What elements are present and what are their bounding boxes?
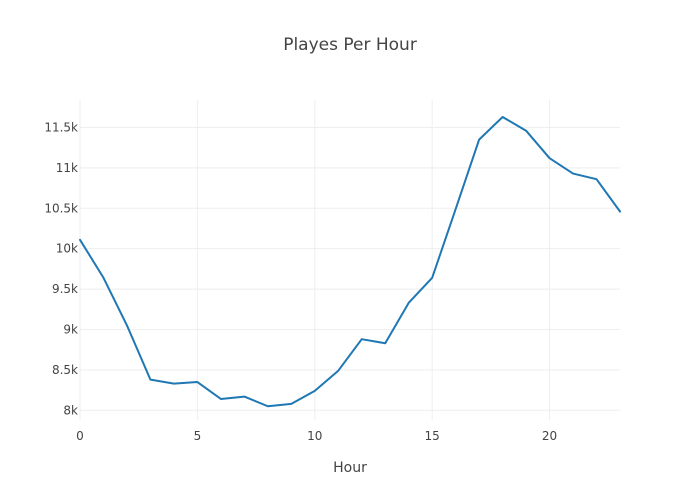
x-axis-ticks: 0 5 10 15 20: [76, 429, 557, 443]
data-point[interactable]: [382, 340, 388, 346]
data-point[interactable]: [335, 368, 341, 374]
data-point[interactable]: [523, 128, 529, 134]
y-tick-label: 10.5k: [44, 201, 78, 215]
series-line: [79, 115, 621, 408]
data-point[interactable]: [594, 176, 600, 182]
y-tick-label: 11k: [56, 161, 78, 175]
data-point[interactable]: [171, 381, 177, 387]
y-tick-label: 9.5k: [52, 282, 78, 296]
data-point[interactable]: [406, 300, 412, 306]
data-point[interactable]: [194, 379, 200, 385]
data-point[interactable]: [147, 377, 153, 383]
x-tick-label: 20: [542, 429, 557, 443]
data-point[interactable]: [453, 206, 459, 212]
x-axis-title: Hour: [333, 460, 367, 476]
y-tick-label: 9k: [63, 322, 78, 336]
data-point[interactable]: [124, 322, 130, 328]
data-point[interactable]: [617, 209, 623, 215]
y-tick-label: 8.5k: [52, 363, 78, 377]
y-axis-ticks: 8k 8.5k 9k 9.5k 10k 10.5k 11k 11.5k: [44, 120, 78, 417]
data-point[interactable]: [359, 336, 365, 342]
data-point[interactable]: [241, 394, 247, 400]
data-point[interactable]: [570, 171, 576, 177]
data-point[interactable]: [429, 275, 435, 281]
data-point[interactable]: [265, 403, 271, 409]
x-tick-label: 15: [425, 429, 440, 443]
x-tick-label: 0: [76, 429, 84, 443]
y-tick-label: 11.5k: [44, 120, 78, 134]
series-layer: [79, 114, 623, 409]
x-tick-label: 5: [194, 429, 202, 443]
data-point[interactable]: [476, 137, 482, 143]
chart-title: Playes Per Hour: [283, 35, 417, 55]
grid: [79, 100, 620, 420]
data-point[interactable]: [218, 396, 224, 402]
y-tick-label: 8k: [63, 403, 78, 417]
data-point[interactable]: [500, 114, 506, 120]
data-point[interactable]: [547, 155, 553, 161]
data-point[interactable]: [312, 388, 318, 394]
x-tick-label: 10: [307, 429, 322, 443]
data-point[interactable]: [100, 275, 106, 281]
data-point[interactable]: [288, 401, 294, 407]
y-tick-label: 10k: [56, 242, 78, 256]
